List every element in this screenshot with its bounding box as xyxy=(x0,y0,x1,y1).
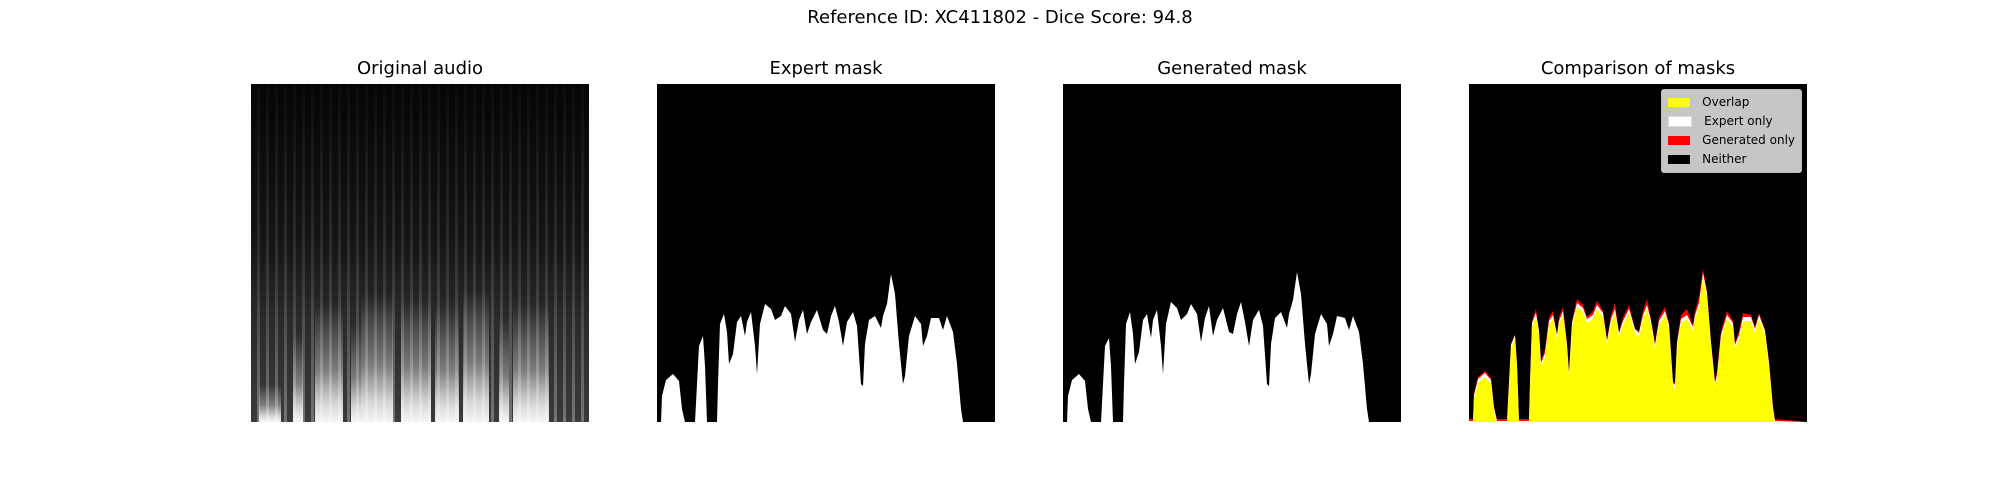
spectrogram-burst xyxy=(499,319,509,422)
panel-title-expert-mask: Expert mask xyxy=(769,58,883,79)
spectrogram-stripe xyxy=(464,84,467,422)
spectrogram-stripe xyxy=(284,84,287,422)
spectrogram-stripe xyxy=(356,84,359,422)
legend-label-expert-only: Expert only xyxy=(1704,114,1773,128)
legend-item-generated-only: Generated only xyxy=(1668,131,1795,150)
comparison-mask-image: Overlap Expert only Generated only Neith… xyxy=(1469,84,1807,422)
spectrogram-stripe xyxy=(401,84,404,422)
spectrogram-stripe xyxy=(338,84,341,422)
legend-item-overlap: Overlap xyxy=(1668,93,1795,112)
spectrogram-stripe xyxy=(482,84,485,422)
spectrogram-graphic xyxy=(251,84,589,422)
legend-swatch-generated-only xyxy=(1668,136,1691,145)
panel-title-original-audio: Original audio xyxy=(356,58,484,79)
legend-label-neither: Neither xyxy=(1702,152,1747,166)
spectrogram-stripe xyxy=(536,84,539,422)
spectrogram-burst xyxy=(293,334,303,422)
legend-item-expert-only: Expert only xyxy=(1668,112,1795,131)
spectrogram-stripe xyxy=(257,84,260,422)
spectrogram-stripe xyxy=(428,84,431,422)
spectrogram-stripe xyxy=(383,84,386,422)
spectrogram-burst xyxy=(401,299,431,422)
spectrogram-stripe xyxy=(518,84,521,422)
legend-swatch-neither xyxy=(1668,155,1691,164)
spectrogram-image xyxy=(251,84,589,422)
spectrogram-stripe xyxy=(293,84,296,422)
panel-title-generated-mask: Generated mask xyxy=(1157,58,1307,79)
legend-swatch-expert-only xyxy=(1668,116,1693,127)
spectrogram-stripe xyxy=(500,84,503,422)
legend-label-generated-only: Generated only xyxy=(1702,133,1795,147)
spectrogram-stripe xyxy=(311,84,314,422)
spectrogram-stripe xyxy=(437,84,440,422)
spectrogram-stripe xyxy=(455,84,458,422)
figure-suptitle: Reference ID: XC411802 - Dice Score: 94.… xyxy=(807,7,1193,28)
expert-mask-image xyxy=(657,84,995,422)
legend-swatch-overlap xyxy=(1668,98,1691,107)
spectrogram-burst xyxy=(351,324,361,422)
spectrogram-stripe xyxy=(410,84,413,422)
spectrogram-stripe xyxy=(473,84,476,422)
generated-mask-image xyxy=(1063,84,1401,422)
spectrogram-burst xyxy=(513,304,549,422)
spectrogram-stripe xyxy=(275,84,278,422)
spectrogram-stripe xyxy=(491,84,494,422)
spectrogram-stripe xyxy=(581,84,584,422)
spectrogram-stripe xyxy=(419,84,422,422)
legend: Overlap Expert only Generated only Neith… xyxy=(1661,89,1802,173)
legend-label-overlap: Overlap xyxy=(1702,95,1750,109)
spectrogram-stripe xyxy=(527,84,530,422)
spectrogram-stripe xyxy=(347,84,350,422)
expert-mask-graphic xyxy=(657,84,995,422)
spectrogram-stripe xyxy=(509,84,512,422)
spectrogram-stripe xyxy=(320,84,323,422)
spectrogram-stripe xyxy=(563,84,566,422)
spectrogram-stripe xyxy=(329,84,332,422)
spectrogram-burst xyxy=(435,304,459,422)
spectrogram-burst xyxy=(463,289,489,422)
spectrogram-stripe xyxy=(545,84,548,422)
spectrogram-stripe xyxy=(365,84,368,422)
spectrogram-stripe xyxy=(554,84,557,422)
spectrogram-stripe xyxy=(392,84,395,422)
spectrogram-stripe xyxy=(446,84,449,422)
spectrogram-burst xyxy=(259,384,281,422)
comparison-mask-graphic xyxy=(1469,84,1807,422)
spectrogram-burst xyxy=(315,304,343,422)
legend-item-neither: Neither xyxy=(1668,150,1795,169)
spectrogram-burst xyxy=(361,294,393,422)
spectrogram-stripe xyxy=(572,84,575,422)
spectrogram-stripe xyxy=(302,84,305,422)
spectrogram-stripe xyxy=(374,84,377,422)
spectrogram-stripe xyxy=(266,84,269,422)
generated-mask-graphic xyxy=(1063,84,1401,422)
panel-title-comparison: Comparison of masks xyxy=(1540,58,1736,79)
